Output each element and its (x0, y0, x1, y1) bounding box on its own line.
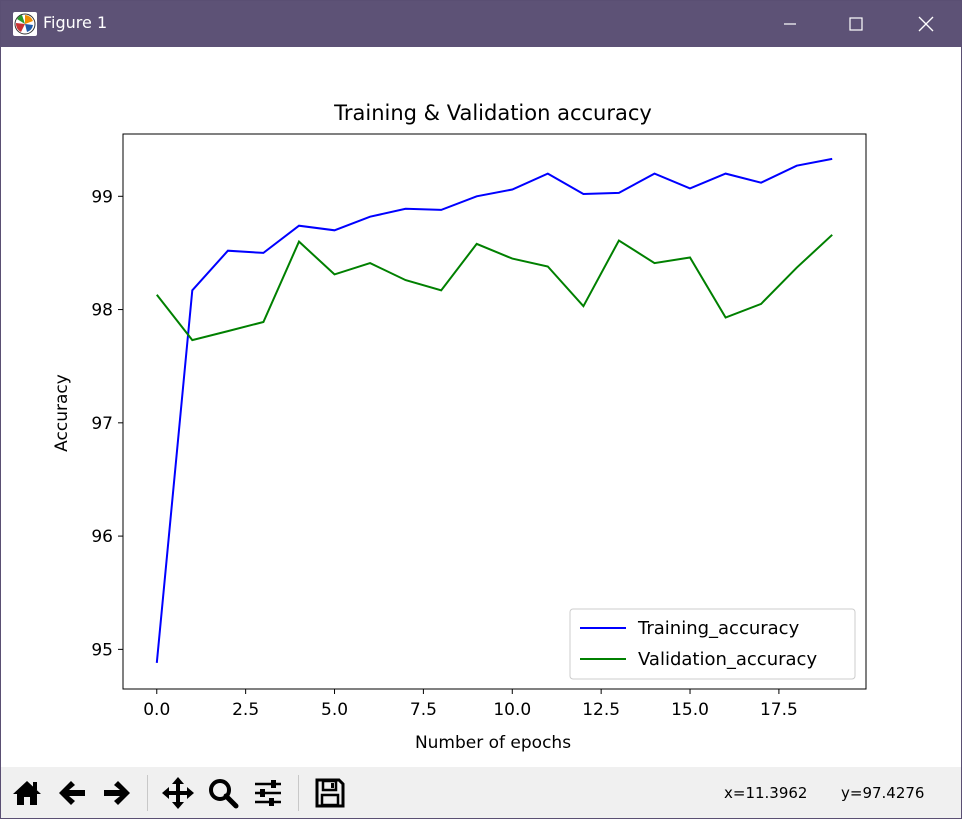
minimize-icon (784, 23, 796, 25)
title-bar[interactable]: Figure 1 (1, 1, 961, 47)
forward-button[interactable] (97, 773, 137, 813)
y-tick-label: 98 (91, 301, 113, 321)
toolbar-separator (298, 775, 299, 811)
legend: Training_accuracy Validation_accuracy (569, 608, 856, 680)
x-axis-ticks: 0.0 2.5 5.0 7.5 10.0 12.5 15.0 17.5 (143, 689, 798, 720)
maximize-icon (849, 17, 863, 31)
x-tick-label: 10.0 (493, 700, 531, 720)
y-tick-label: 95 (91, 640, 113, 660)
y-tick-label: 96 (91, 527, 113, 547)
pan-button[interactable] (158, 773, 198, 813)
back-icon (59, 781, 85, 805)
accuracy-chart: Training & Validation accuracy 959697989… (52, 101, 867, 753)
x-tick-label: 7.5 (410, 700, 437, 720)
x-axis-label: Number of epochs (415, 733, 571, 753)
matplotlib-logo-icon (13, 12, 37, 36)
minimize-button[interactable] (761, 1, 819, 47)
home-icon (13, 781, 41, 805)
configure-subplots-button[interactable] (248, 773, 288, 813)
x-tick-label: 17.5 (760, 700, 798, 720)
y-tick-label: 99 (91, 187, 113, 207)
series-lines (155, 157, 833, 663)
save-button[interactable] (310, 773, 350, 813)
legend-box (569, 608, 856, 680)
save-icon (315, 778, 345, 808)
x-tick-label: 0.0 (143, 700, 170, 720)
x-tick-label: 5.0 (321, 700, 348, 720)
zoom-button[interactable] (203, 773, 243, 813)
y-axis-ticks: 95 96 97 98 99 (91, 187, 123, 660)
cursor-y-readout: y=97.4276 (841, 784, 925, 802)
chart-title: Training & Validation accuracy (333, 101, 652, 125)
maximize-button[interactable] (827, 1, 885, 47)
validation-accuracy-line (156, 234, 833, 342)
close-button[interactable] (897, 1, 955, 47)
zoom-icon (209, 779, 239, 809)
axes-frame (122, 133, 867, 690)
x-tick-label: 12.5 (582, 700, 620, 720)
toolbar-separator (147, 775, 148, 811)
y-axis-label: Accuracy (52, 374, 72, 452)
configure-subplots-icon (255, 780, 281, 806)
window-title: Figure 1 (43, 13, 108, 32)
close-icon (918, 16, 934, 32)
legend-label-validation: Validation_accuracy (638, 649, 817, 670)
figure-canvas[interactable]: Training & Validation accuracy 95 96 97 98 9… (1, 47, 961, 767)
pan-icon (162, 777, 194, 809)
back-button[interactable] (52, 773, 92, 813)
x-tick-label: 2.5 (232, 700, 259, 720)
legend-label-training: Training_accuracy (637, 618, 800, 639)
x-tick-label: 15.0 (671, 700, 709, 720)
cursor-x-readout: x=11.3962 (724, 784, 808, 802)
y-tick-label: 97 (91, 414, 113, 434)
training-accuracy-line (155, 157, 833, 663)
navigation-toolbar: x=11.3962 y=97.4276 (1, 767, 961, 818)
home-button[interactable] (7, 773, 47, 813)
forward-icon (104, 781, 130, 805)
